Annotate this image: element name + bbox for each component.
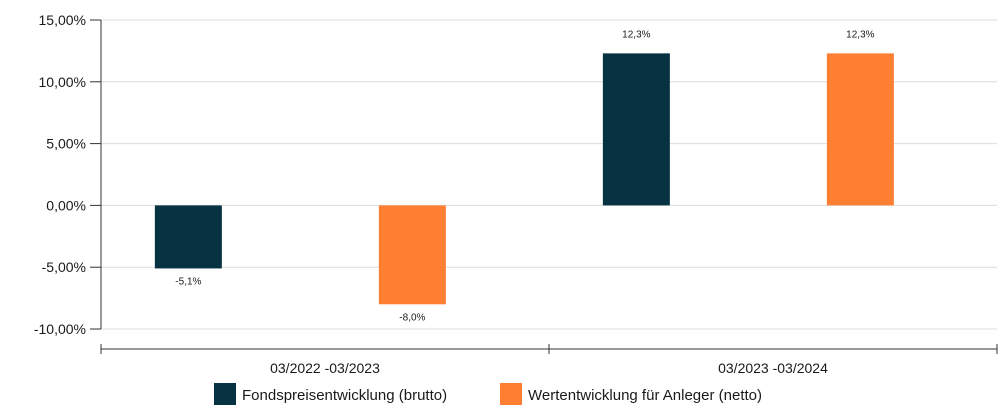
y-tick-label: 15,00% [39, 12, 86, 28]
data-label: -5,1% [175, 276, 201, 287]
y-tick-label: -10,00% [34, 321, 86, 337]
y-tick-label: 10,00% [39, 74, 86, 90]
x-tick-label: 03/2022 -03/2023 [270, 360, 380, 376]
y-tick-label: -5,00% [42, 259, 86, 275]
bar [154, 205, 222, 269]
legend-swatch [500, 383, 522, 405]
legend-label: Wertentwicklung für Anleger (netto) [528, 387, 762, 404]
data-label: 12,3% [846, 29, 874, 40]
y-tick-label: 5,00% [46, 136, 86, 152]
data-label: -8,0% [399, 312, 425, 323]
bar [602, 53, 670, 206]
bar [378, 205, 446, 305]
legend-label: Fondspreisentwicklung (brutto) [242, 387, 447, 404]
x-tick-label: 03/2023 -03/2024 [718, 360, 828, 376]
legend-swatch [214, 383, 236, 405]
bar [826, 53, 894, 206]
data-label: 12,3% [622, 29, 650, 40]
y-tick-label: 0,00% [46, 197, 86, 213]
